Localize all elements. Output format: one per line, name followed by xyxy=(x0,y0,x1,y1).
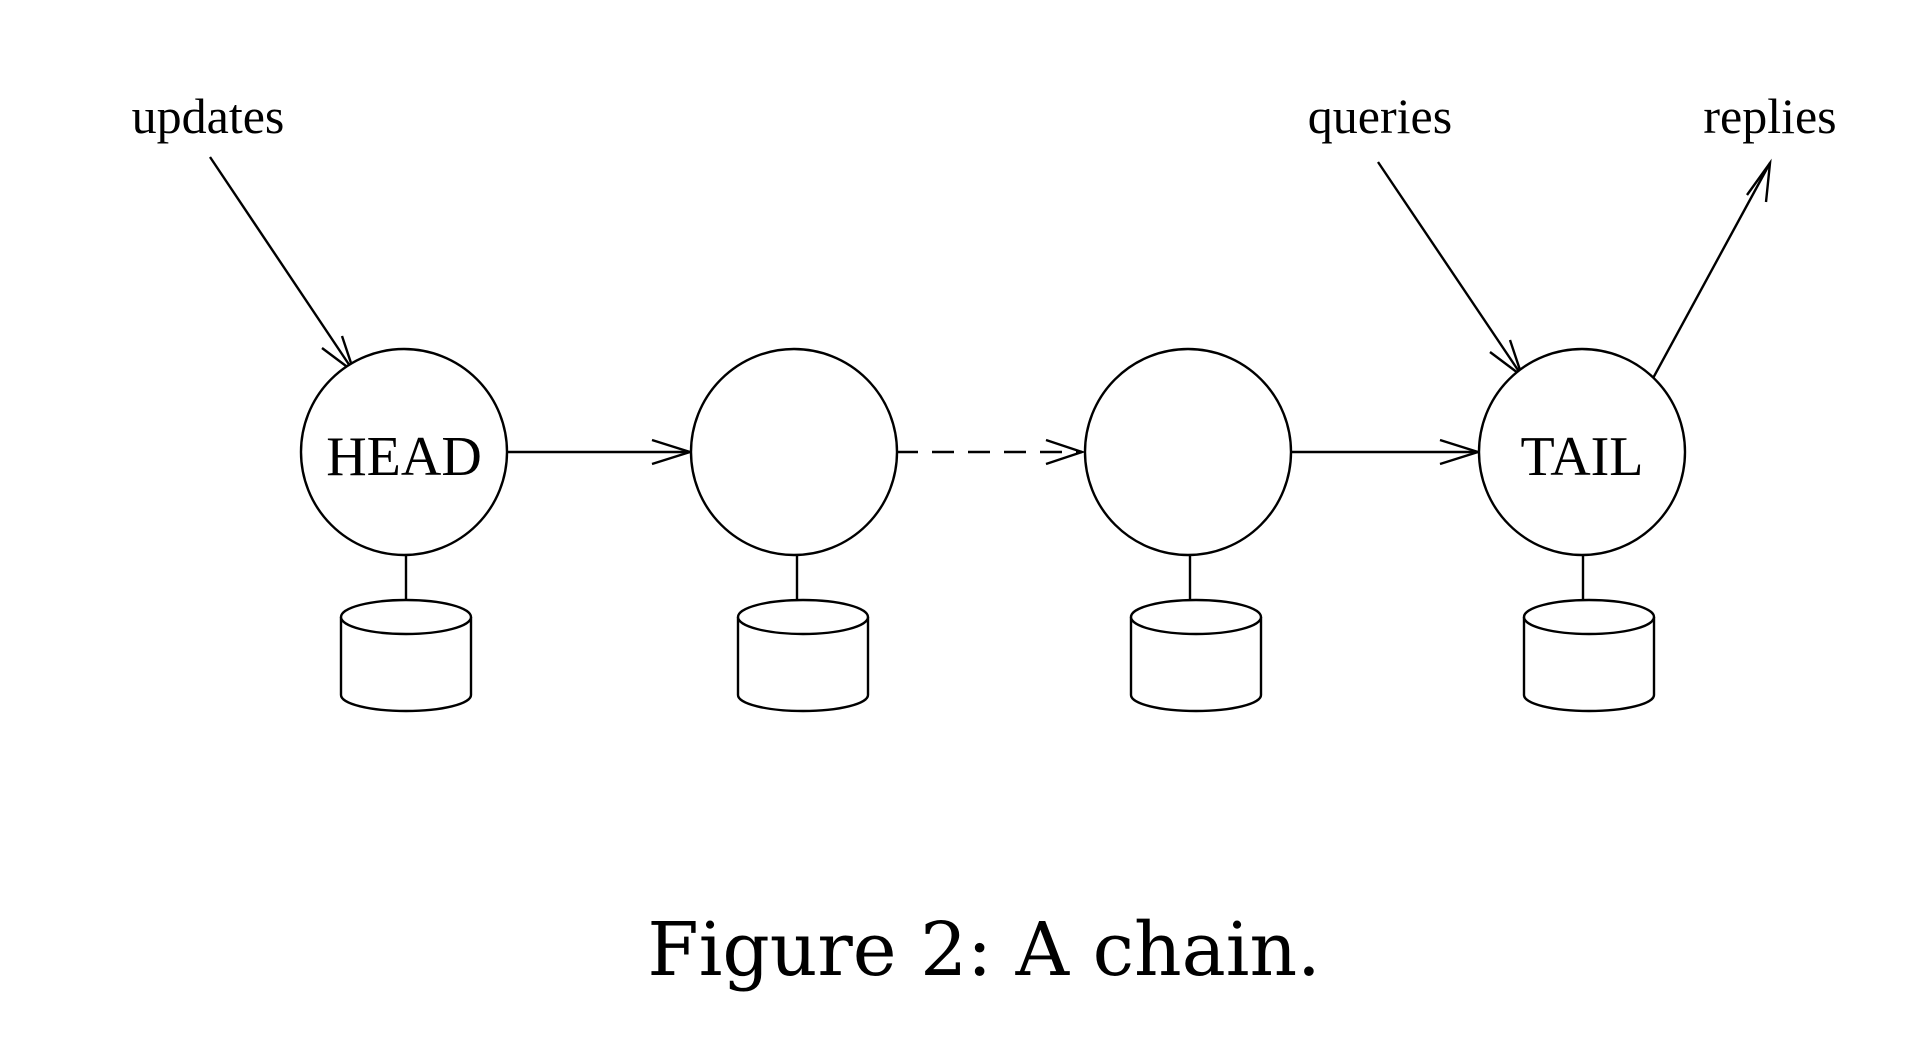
database-icon xyxy=(339,598,473,713)
database-icon xyxy=(736,598,870,713)
chain-arrow-node-3-to-tail xyxy=(1290,438,1482,466)
database-icon xyxy=(1129,598,1263,713)
chain-node-2 xyxy=(689,347,899,713)
server-circle xyxy=(1083,347,1293,557)
updates-arrow xyxy=(209,156,357,376)
updates-label: updates xyxy=(132,88,285,144)
chain-arrow-dashed xyxy=(896,438,1086,466)
replies-arrow xyxy=(1650,158,1772,381)
server-circle xyxy=(689,347,899,557)
queries-label: queries xyxy=(1308,88,1452,144)
chain-node-head: HEAD xyxy=(299,347,509,713)
node-label-head: HEAD xyxy=(326,426,482,488)
chain-node-3 xyxy=(1083,347,1293,713)
node-label-tail: TAIL xyxy=(1520,426,1643,488)
chain-node-tail: TAIL xyxy=(1477,347,1687,713)
database-icon xyxy=(1522,598,1656,713)
server-circle xyxy=(299,347,509,557)
server-circle xyxy=(1477,347,1687,557)
replies-label: replies xyxy=(1703,88,1836,144)
queries-arrow xyxy=(1377,161,1525,380)
figure-caption: Figure 2: A chain. xyxy=(647,907,1320,993)
chain-arrow-head-to-node-2 xyxy=(505,438,694,466)
